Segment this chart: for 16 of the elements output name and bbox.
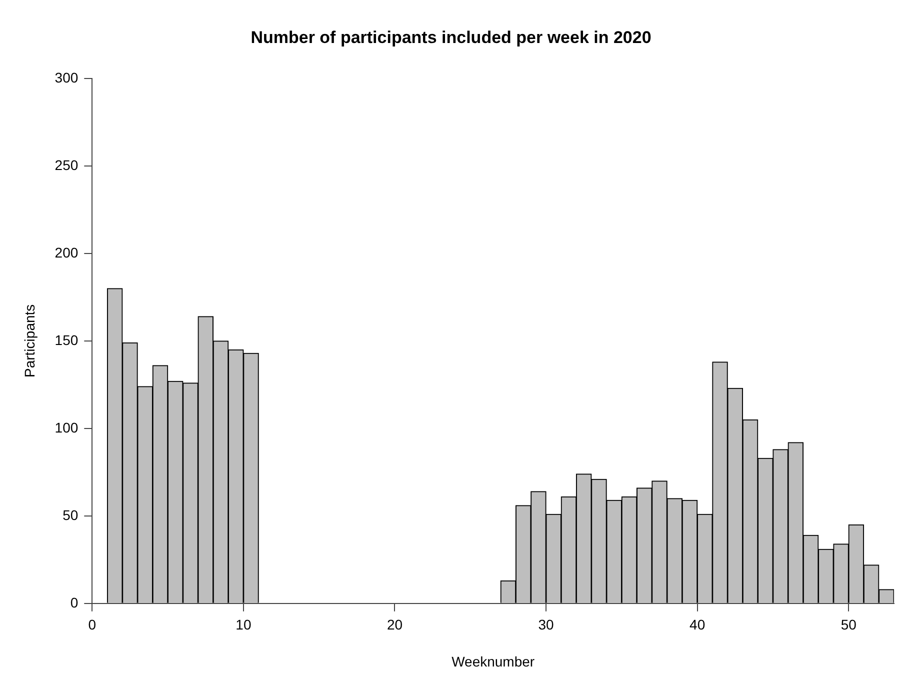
y-tick-label: 150 (54, 332, 78, 348)
x-tick-label: 20 (386, 616, 403, 633)
y-tick-label: 300 (54, 69, 78, 86)
y-tick-label: 250 (54, 156, 78, 173)
chart-title: Number of participants included per week in 2020 (250, 28, 652, 47)
y-tick-label: 50 (62, 506, 78, 523)
x-tick-label: 10 (236, 616, 252, 633)
y-tick-label: 200 (54, 244, 78, 260)
y-tick-label: 0 (70, 594, 78, 610)
y-axis-title: Participants (21, 304, 38, 378)
x-tick-label: 40 (690, 616, 706, 633)
x-tick-label: 30 (538, 616, 554, 633)
x-axis-title: Weeknumber (452, 653, 535, 670)
x-tick-label: 0 (88, 616, 96, 633)
y-tick-label: 100 (54, 419, 78, 436)
x-tick-label: 50 (840, 616, 857, 633)
